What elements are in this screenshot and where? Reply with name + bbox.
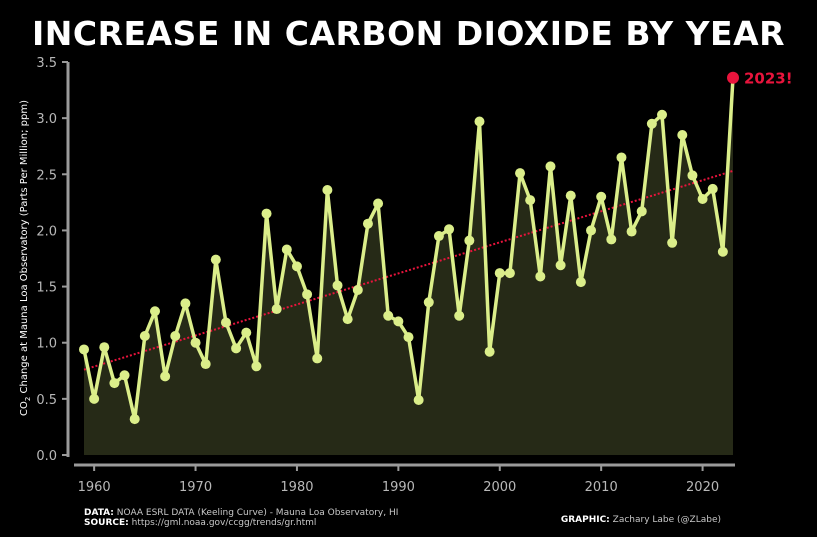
y-tick-label: 0.0 <box>36 449 57 464</box>
data-point <box>332 280 343 291</box>
data-point <box>139 330 150 341</box>
data-point <box>464 235 475 246</box>
data-point <box>281 244 292 255</box>
data-point <box>433 231 444 242</box>
data-point <box>251 361 262 372</box>
data-point <box>504 268 515 279</box>
data-point <box>241 327 252 338</box>
data-point <box>484 346 495 357</box>
annotation-layer: 2023! <box>744 70 793 88</box>
data-point <box>79 344 89 355</box>
data-point <box>677 129 688 140</box>
data-point <box>129 414 140 425</box>
x-tick-label: 1980 <box>280 480 313 495</box>
data-point <box>231 343 242 354</box>
data-point <box>545 161 556 172</box>
axes-layer: 0.0 0.5 1.0 1.5 2.0 2.5 3.0 3.5 1960 1970 1980 1990… <box>19 56 735 495</box>
x-tick-label: 2000 <box>483 480 516 495</box>
y-tick-label: 1.5 <box>36 281 57 296</box>
y-tick-label: 2.5 <box>36 168 57 183</box>
data-point <box>423 297 434 308</box>
data-text: NOAA ESRL DATA (Keeling Curve) - Mauna L… <box>116 508 399 518</box>
data-point <box>707 183 718 194</box>
data-points-layer <box>79 71 739 425</box>
data-point <box>200 359 211 370</box>
data-point <box>109 378 120 389</box>
data-point <box>717 246 728 257</box>
x-tick-label: 1970 <box>179 480 212 495</box>
data-point <box>322 185 333 196</box>
data-point <box>667 237 678 248</box>
data-label: DATA: <box>84 508 114 518</box>
data-point <box>494 268 505 279</box>
data-point <box>626 226 637 237</box>
area-fill-layer <box>84 77 733 455</box>
data-point <box>291 261 302 272</box>
data-point <box>515 168 526 179</box>
data-point <box>575 277 586 288</box>
data-point <box>403 332 414 343</box>
data-point <box>210 254 221 265</box>
graphic-text: Zachary Labe (@ZLabe) <box>612 515 721 525</box>
data-point <box>312 353 323 364</box>
y-tick-label: 3.0 <box>36 112 57 127</box>
data-point <box>342 314 353 325</box>
data-point <box>383 310 394 321</box>
y-tick-label: 2.0 <box>36 224 57 239</box>
data-point <box>170 330 181 341</box>
data-point <box>454 310 465 321</box>
source-label: SOURCE: <box>84 518 129 528</box>
data-point <box>616 152 627 163</box>
y-tick-label: 1.0 <box>36 337 57 352</box>
footer-data-source: DATA: NOAA ESRL DATA (Keeling Curve) - M… <box>84 508 398 528</box>
area-fill <box>84 77 733 455</box>
data-point <box>413 394 424 405</box>
data-point <box>149 306 160 317</box>
data-point <box>220 317 231 328</box>
data-point <box>565 190 576 201</box>
data-point <box>373 198 384 209</box>
data-point <box>119 370 130 381</box>
footer-graphic-credit: GRAPHIC: Zachary Labe (@ZLabe) <box>561 515 721 525</box>
data-point <box>444 224 455 235</box>
data-point <box>525 195 536 206</box>
data-point <box>697 193 708 204</box>
data-point <box>302 289 313 300</box>
data-point <box>646 118 657 129</box>
data-point <box>474 116 485 127</box>
graphic-label: GRAPHIC: <box>560 515 610 525</box>
data-point <box>362 218 373 229</box>
x-tick-label: 1990 <box>382 480 415 495</box>
data-point-2023 <box>727 71 739 84</box>
data-point <box>99 342 110 353</box>
data-point <box>352 284 363 295</box>
data-point <box>606 234 617 245</box>
data-point <box>555 260 566 271</box>
data-point <box>160 371 171 382</box>
data-point <box>89 393 100 404</box>
x-tick-label: 1960 <box>78 480 111 495</box>
data-point <box>535 271 546 282</box>
data-point <box>657 109 668 120</box>
data-point <box>636 206 647 217</box>
x-tick-label: 2020 <box>686 480 719 495</box>
y-tick-label: 0.5 <box>36 393 57 408</box>
source-text: https://gml.noaa.gov/ccgg/trends/gr.html <box>131 518 317 528</box>
data-point <box>261 208 272 219</box>
y-tick-label: 3.5 <box>36 56 57 71</box>
data-point <box>271 304 282 315</box>
chart-title: INCREASE IN CARBON DIOXIDE BY YEAR <box>31 14 786 53</box>
annotation-2023: 2023! <box>744 70 793 88</box>
data-point <box>180 298 191 309</box>
data-point <box>393 316 404 327</box>
data-point <box>596 191 607 202</box>
data-point <box>190 337 201 348</box>
data-point <box>687 170 698 181</box>
y-axis-label: CO2 Change at Mauna Loa Observatory (Par… <box>19 100 32 416</box>
data-point <box>586 225 597 236</box>
x-tick-label: 2010 <box>585 480 618 495</box>
